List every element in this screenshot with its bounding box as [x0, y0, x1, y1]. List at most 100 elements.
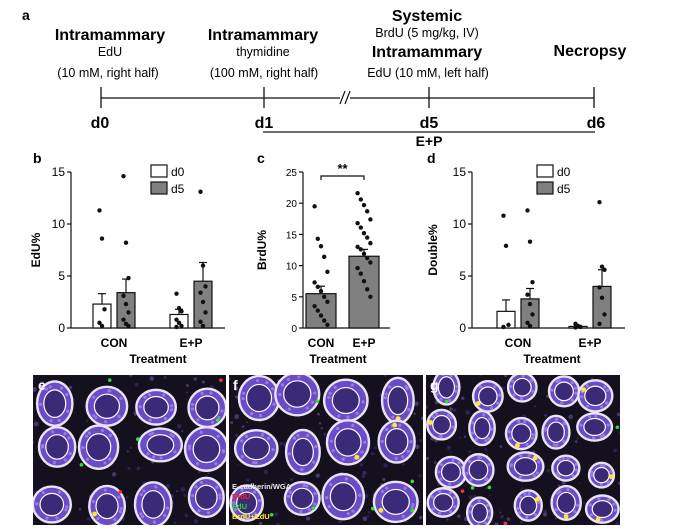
- x-category-label: E+P: [578, 336, 601, 350]
- epithelial-nucleus: [163, 416, 167, 421]
- epithelial-nucleus: [278, 392, 282, 397]
- legend-label-d5: d5: [557, 182, 571, 196]
- y-tick-label: 5: [58, 269, 65, 283]
- epithelial-nucleus: [609, 469, 613, 474]
- day-label-d6: d6: [587, 115, 606, 132]
- legend-swatch-d5: [536, 181, 554, 195]
- epithelial-nucleus: [271, 448, 275, 452]
- epithelial-nucleus: [602, 463, 606, 468]
- timeline-break-mark: [339, 90, 351, 105]
- epithelial-nucleus: [305, 406, 309, 410]
- y-tick-label: 10: [52, 217, 66, 231]
- epithelial-nucleus: [171, 434, 175, 438]
- acinus-lumen: [387, 385, 409, 416]
- stroma-nucleus: [382, 477, 386, 482]
- epithelial-nucleus: [453, 505, 457, 509]
- epithelial-nucleus: [438, 489, 442, 494]
- epithelial-nucleus: [600, 518, 604, 522]
- epithelial-nucleus: [487, 516, 491, 520]
- y-tick-label: 5: [291, 293, 297, 304]
- epithelial-nucleus: [430, 495, 434, 499]
- epithelial-nucleus: [435, 392, 440, 396]
- acinus-lumen: [593, 466, 610, 484]
- epithelial-nucleus: [410, 505, 414, 509]
- x-category-label: CON: [101, 336, 128, 350]
- significance-label: **: [337, 161, 348, 176]
- stroma-nucleus: [363, 471, 367, 475]
- epithelial-nucleus: [327, 395, 331, 399]
- legend-ecadherin-wga: E-cadherin/WGA: [232, 482, 292, 491]
- stroma-nucleus: [134, 382, 139, 387]
- stroma-nucleus: [379, 393, 382, 397]
- stroma-nucleus: [246, 421, 248, 424]
- epithelial-nucleus: [449, 416, 453, 420]
- epithelial-nucleus: [532, 473, 536, 478]
- epithelial-nucleus: [573, 510, 577, 514]
- acinus-lumen: [331, 386, 360, 415]
- legend-swatch-d0: [536, 164, 554, 178]
- brdu-edu-cell: [532, 455, 538, 461]
- epithelial-nucleus: [498, 393, 502, 397]
- data-point: [312, 280, 317, 285]
- epithelial-nucleus: [585, 384, 589, 388]
- micrograph-f: f: [229, 375, 423, 525]
- epithelial-nucleus: [589, 513, 593, 517]
- y-tick-label: 10: [453, 217, 467, 231]
- data-point: [174, 324, 179, 330]
- stroma-nucleus: [461, 396, 465, 401]
- data-point: [176, 306, 182, 311]
- data-point: [322, 254, 327, 260]
- stroma-nucleus: [418, 432, 421, 435]
- legend-label-d5: d5: [171, 182, 185, 196]
- epithelial-nucleus: [233, 508, 237, 512]
- labeled-cell: [370, 506, 375, 511]
- epithelial-nucleus: [471, 421, 475, 425]
- epithelial-nucleus: [612, 502, 616, 506]
- acinus-lumen: [437, 376, 456, 399]
- stroma-nucleus: [359, 463, 364, 467]
- stroma-nucleus: [86, 517, 91, 521]
- stroma-nucleus: [383, 375, 387, 377]
- epithelial-nucleus: [210, 420, 215, 424]
- data-point: [322, 294, 327, 299]
- epithelial-nucleus: [243, 515, 247, 519]
- epithelial-nucleus: [574, 468, 579, 472]
- epithelial-nucleus: [558, 458, 562, 462]
- epithelial-nucleus: [64, 508, 68, 512]
- epithelial-nucleus: [103, 461, 107, 465]
- epithelial-nucleus: [253, 512, 257, 516]
- acinus-lumen: [291, 437, 314, 467]
- epithelial-nucleus: [383, 396, 387, 400]
- data-point: [325, 269, 330, 275]
- epithelial-nucleus: [100, 428, 105, 433]
- epithelial-nucleus: [516, 506, 520, 511]
- labeled-cell: [215, 418, 220, 422]
- epithelial-nucleus: [148, 432, 152, 437]
- data-point: [315, 308, 320, 313]
- stroma-nucleus: [465, 410, 470, 415]
- epithelial-nucleus: [570, 398, 574, 402]
- epithelial-nucleus: [280, 383, 285, 387]
- data-point: [527, 323, 533, 329]
- epithelial-nucleus: [586, 404, 590, 408]
- epithelial-nucleus: [576, 503, 580, 507]
- legend-brdu-edu: BrdU+EdU: [232, 512, 270, 521]
- panel-label-c: c: [257, 150, 265, 166]
- epithelial-nucleus: [244, 434, 249, 439]
- data-point: [200, 299, 206, 305]
- data-point: [530, 280, 535, 285]
- acinus-lumen: [43, 389, 67, 418]
- epithelial-nucleus: [117, 495, 121, 499]
- stroma-nucleus: [579, 482, 581, 485]
- legend-swatch-d0: [150, 164, 168, 178]
- stroma-nucleus: [463, 435, 467, 438]
- acinus-lumen: [194, 484, 218, 511]
- labeled-cell: [410, 479, 415, 484]
- data-point: [325, 322, 330, 328]
- epithelial-nucleus: [482, 413, 486, 417]
- epithelial-nucleus: [197, 509, 201, 513]
- acinus-lumen: [583, 417, 606, 437]
- epithelial-nucleus: [537, 500, 541, 505]
- acinus-lumen: [554, 381, 574, 402]
- x-axis-label: Treatment: [129, 352, 186, 366]
